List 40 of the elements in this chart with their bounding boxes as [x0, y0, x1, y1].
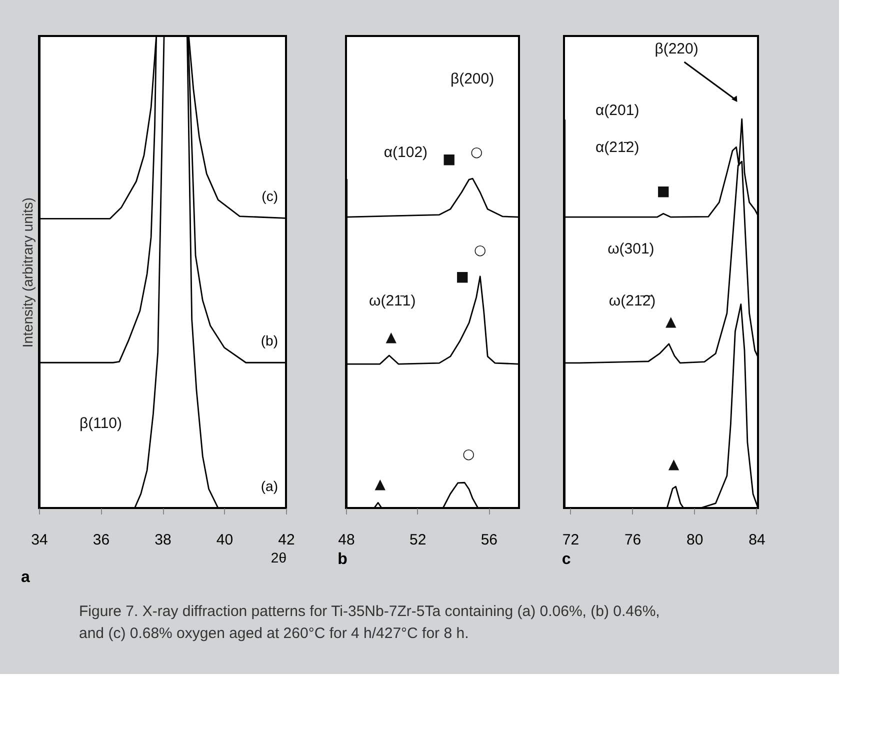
- annotation: ■: [456, 269, 469, 286]
- x-tick-label: 36: [92, 532, 110, 548]
- annotation: ω(21̄2̄): [608, 292, 656, 310]
- series-label: (c): [262, 188, 278, 204]
- annotation: ○: [474, 242, 486, 258]
- x-tick-label: 80: [686, 532, 704, 548]
- x-axis-title: 2θ: [270, 550, 287, 566]
- text: c: [562, 551, 571, 568]
- x-tick-label: 34: [31, 532, 48, 548]
- text: β(220): [654, 40, 698, 58]
- text: β(200): [450, 70, 494, 88]
- x-tick-label: 56: [480, 532, 498, 548]
- caption: Figure 7. X-ray diffraction patterns for Ti-35Nb-7Zr-5Ta containing (a) 0.06%, (b) 0.46%, and (c) 0.68% oxygen aged at 260°C for 4 h/427°C for 8 h.: [79, 603, 660, 642]
- text: α(102): [384, 144, 428, 162]
- x-tick-label: 48: [338, 532, 355, 548]
- annotation: ■: [656, 184, 670, 200]
- annotation: ○: [470, 144, 483, 161]
- x-tick-label: 84: [748, 532, 766, 548]
- x-tick-label: 52: [409, 532, 426, 548]
- x-tick-label: 40: [216, 532, 234, 548]
- annotation: ω(21̄1): [368, 292, 416, 310]
- annotation: ○: [462, 446, 475, 463]
- annotation: ▲: [666, 314, 677, 330]
- annotation: β(110): [79, 415, 122, 432]
- text: b: [338, 551, 348, 568]
- series-label: (a): [260, 478, 278, 494]
- x-tick-label: 72: [562, 532, 580, 548]
- text: a: [21, 569, 30, 586]
- x-tick-label: 42: [278, 532, 295, 548]
- annotation: α(21̄2): [596, 138, 640, 156]
- x-tick-label: 38: [154, 532, 172, 548]
- x-tick-label: 76: [624, 532, 642, 548]
- series-label: (b): [260, 332, 278, 349]
- annotation: ■: [442, 152, 456, 168]
- y-axis-title: Intensity (arbitrary units): [20, 197, 36, 348]
- annotation: ▲: [386, 329, 397, 346]
- annotation: ω(301): [608, 240, 654, 258]
- annotation: ▲: [374, 476, 386, 493]
- annotation: α(201): [596, 102, 640, 120]
- annotation: ▲: [668, 456, 680, 473]
